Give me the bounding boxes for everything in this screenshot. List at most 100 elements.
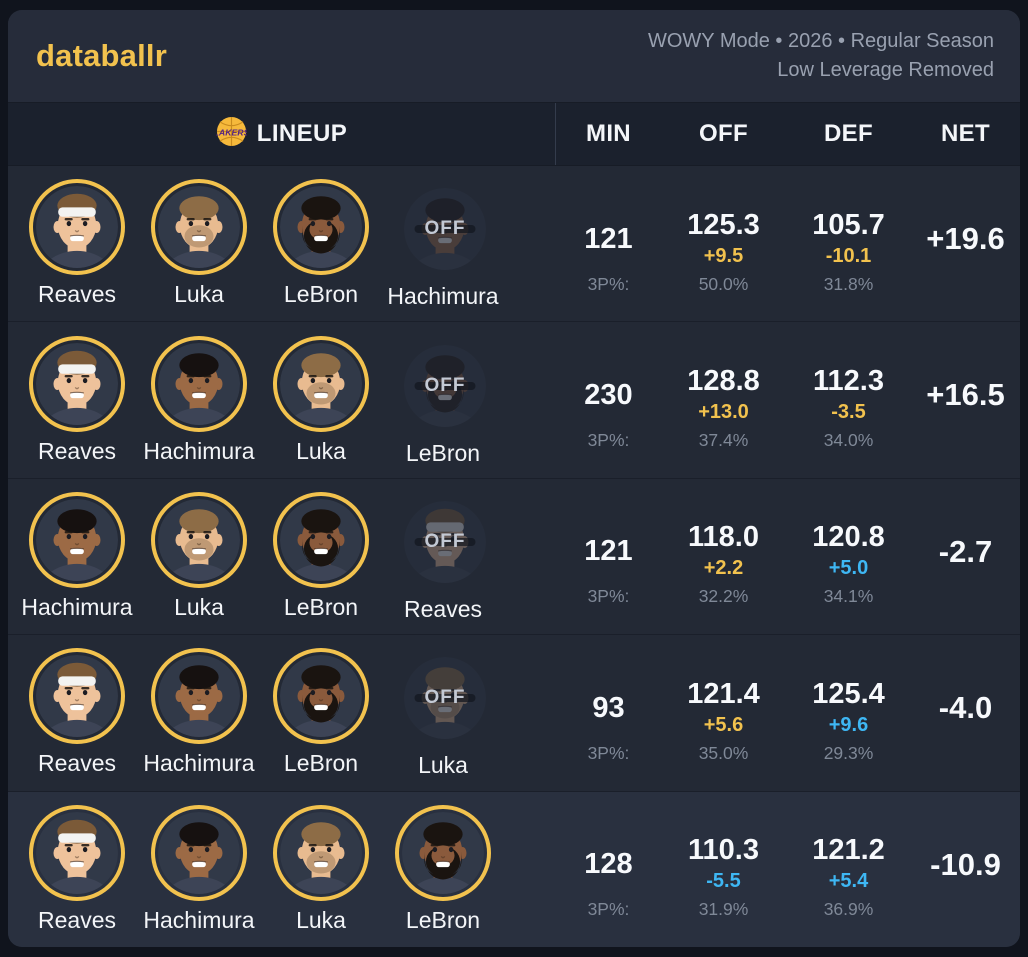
app-header: databallr WOWY Mode • 2026 • Regular Sea… [8, 10, 1020, 103]
player-slot-reaves: Reaves [18, 648, 136, 777]
column-header-off[interactable]: OFF [699, 120, 748, 147]
player-avatar-lebron [402, 811, 484, 894]
player-name: LeBron [405, 439, 481, 466]
def-rating-delta: -10.1 [825, 244, 872, 267]
player-name: LeBron [405, 906, 481, 933]
min-cell: 230 3P%: [556, 322, 661, 477]
player-photo-hachimura [158, 811, 240, 894]
avatar-ring: OFF [393, 646, 493, 746]
player-slot-lebron: LeBron [384, 804, 502, 934]
column-header-net[interactable]: NET [941, 120, 990, 147]
player-name: LeBron [283, 281, 359, 308]
avatar-ring [273, 648, 369, 745]
player-avatar-reaves: OFF [404, 501, 486, 584]
player-avatar-luka [158, 186, 240, 269]
net-cell: -10.9 [911, 792, 1020, 947]
avatar-ring [273, 804, 369, 901]
player-name: Luka [296, 437, 346, 464]
net-rating-value: +19.6 [926, 221, 1005, 256]
def-cell: 125.4 +9.6 29.3% [786, 635, 911, 790]
three-pt-label: 3P%: [587, 429, 630, 450]
player-photo-lebron [402, 811, 484, 894]
player-slot-lebron: LeBron [262, 492, 380, 621]
databallr-logo: databallr [36, 38, 168, 73]
off-rating-value: 110.3 [688, 834, 759, 867]
lineup-column-label: LINEUP [256, 120, 348, 147]
player-name: Reaves [38, 750, 116, 777]
def-rating-value: 112.3 [813, 364, 884, 397]
lineup-row[interactable]: Reaves Hachimura LeBron OFF Luka 93 3P%: [8, 634, 1020, 791]
off-badge: OFF [414, 219, 476, 238]
header-context: WOWY Mode • 2026 • Regular Season Low Le… [648, 27, 994, 85]
off-rating-value: 128.8 [687, 364, 760, 397]
lineup-players: Reaves Hachimura Luka OFF LeBron [8, 322, 556, 477]
off-rating-delta: +5.6 [703, 713, 744, 736]
player-photo-hachimura [36, 499, 118, 582]
player-name: Luka [418, 752, 468, 779]
def-cell: 120.8 +5.0 34.1% [786, 479, 911, 634]
lineup-row[interactable]: Hachimura Luka LeBron OFF Reaves 121 3P%… [8, 477, 1020, 635]
player-avatar-luka: OFF [404, 657, 486, 740]
three-pt-label: 3P%: [587, 273, 630, 294]
off-three-pt-pct: 35.0% [698, 742, 749, 763]
player-avatar-lebron [280, 499, 362, 582]
player-slot-lebron: LeBron [262, 648, 380, 777]
avatar-ring [151, 335, 247, 432]
player-slot-lebron: OFF LeBron [384, 334, 502, 467]
player-avatar-luka [280, 811, 362, 894]
min-cell: 128 3P%: [556, 792, 661, 947]
player-slot-luka: Luka [140, 492, 258, 621]
player-photo-luka [158, 499, 240, 582]
net-rating-value: +16.5 [926, 377, 1005, 413]
player-photo-reaves [36, 342, 118, 425]
column-header-min[interactable]: MIN [586, 120, 631, 147]
player-name: Hachimura [143, 906, 255, 933]
player-photo-hachimura [158, 342, 240, 425]
off-cell: 110.3 -5.5 31.9% [661, 792, 786, 947]
avatar-ring: OFF [393, 177, 493, 277]
min-value: 230 [584, 378, 633, 411]
player-photo-reaves [36, 186, 118, 269]
def-rating-delta: -3.5 [831, 400, 866, 423]
def-rating-value: 121.2 [812, 834, 885, 867]
lineup-players: Reaves Hachimura Luka LeBron [8, 792, 556, 947]
player-name: Hachimura [21, 594, 133, 621]
mode-line: WOWY Mode • 2026 • Regular Season [647, 30, 994, 52]
player-photo-luka [280, 342, 362, 425]
wowy-card: databallr WOWY Mode • 2026 • Regular Sea… [8, 10, 1020, 947]
off-rating-value: 125.3 [687, 208, 760, 241]
lineup-row[interactable]: Reaves Luka LeBron OFF Hachimura 121 3P%… [8, 166, 1020, 322]
avatar-ring [151, 804, 247, 901]
off-badge: OFF [414, 688, 476, 707]
net-rating-value: -2.7 [938, 533, 993, 569]
off-rating-value: 121.4 [687, 677, 760, 710]
lineup-row[interactable]: Reaves Hachimura Luka LeBron 128 3P%: [8, 790, 1020, 947]
off-three-pt-pct: 31.9% [698, 899, 749, 920]
avatar-ring [151, 492, 247, 589]
three-pt-label: 3P%: [587, 742, 630, 763]
net-cell: -2.7 [911, 479, 1020, 634]
off-three-pt-pct: 50.0% [698, 273, 749, 294]
min-value: 128 [584, 848, 633, 881]
net-cell: +16.5 [911, 322, 1020, 477]
off-three-pt-pct: 37.4% [698, 429, 749, 450]
lineup-header-cell: LAKERS LINEUP [8, 103, 556, 165]
player-slot-reaves: Reaves [18, 335, 136, 465]
filter-line: Low Leverage Removed [777, 59, 994, 81]
avatar-ring [29, 804, 125, 901]
player-avatar-luka [280, 342, 362, 425]
off-rating-delta: +2.2 [703, 557, 744, 580]
avatar-ring [395, 804, 491, 901]
def-rating-delta: +9.6 [828, 713, 869, 736]
min-cell: 93 3P%: [556, 635, 661, 790]
player-slot-hachimura: Hachimura [140, 335, 258, 465]
net-cell: -4.0 [911, 635, 1020, 790]
player-name: Hachimura [143, 750, 255, 777]
lineup-row[interactable]: Reaves Hachimura Luka OFF LeBron 230 3P%… [8, 321, 1020, 478]
player-photo-luka [158, 186, 240, 269]
player-avatar-reaves [36, 186, 118, 269]
column-header-def[interactable]: DEF [824, 120, 873, 147]
player-photo-reaves [36, 811, 118, 894]
lineup-rows: Reaves Luka LeBron OFF Hachimura 121 3P%… [8, 166, 1020, 947]
def-cell: 121.2 +5.4 36.9% [786, 792, 911, 947]
